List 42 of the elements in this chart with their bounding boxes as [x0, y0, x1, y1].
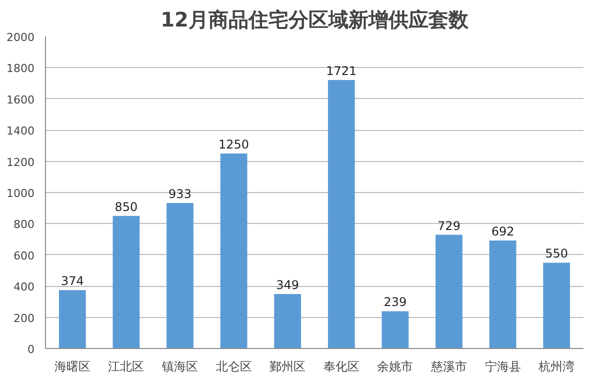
- x-tick-label: 海曙区: [54, 360, 90, 374]
- x-tick-label: 镇海区: [161, 360, 198, 374]
- y-tick-label: 600: [14, 249, 35, 262]
- bar: [436, 234, 462, 348]
- bar: [328, 80, 355, 348]
- bar: [274, 294, 302, 348]
- data-label: 933: [168, 186, 192, 201]
- x-tick-label: 鄞州区: [270, 360, 306, 374]
- y-tick-label: 1200: [6, 156, 35, 169]
- bar: [382, 311, 409, 348]
- x-tick-label: 江北区: [108, 360, 144, 374]
- y-tick-label: 400: [14, 280, 35, 294]
- data-label: 349: [276, 278, 300, 292]
- data-label: 550: [545, 246, 568, 261]
- x-tick-label: 杭州湾: [538, 360, 575, 374]
- x-tick-label: 奉化区: [323, 360, 360, 374]
- bar: [112, 216, 140, 348]
- chart-title: 12月商品住宅分区域新增供应套数: [160, 8, 470, 32]
- data-label: 374: [60, 274, 84, 288]
- data-label: 729: [438, 218, 460, 233]
- x-tick-label: 北仑区: [216, 360, 252, 374]
- x-tick-label: 宁海县: [484, 360, 521, 374]
- y-tick-label: 2000: [6, 31, 35, 44]
- data-label: 850: [114, 200, 138, 214]
- bar: [166, 202, 194, 348]
- bar: [543, 262, 570, 348]
- y-tick-label: 200: [14, 312, 35, 325]
- data-label: 1250: [218, 138, 250, 152]
- y-tick-label: 1400: [6, 124, 35, 138]
- bar: [58, 290, 86, 348]
- data-label: 1721: [326, 64, 357, 78]
- bar: [489, 240, 516, 348]
- y-tick-label: 0: [28, 343, 34, 356]
- y-tick-label: 1800: [6, 62, 35, 76]
- y-tick-label: 1000: [6, 187, 35, 200]
- x-tick-label: 余姚市: [377, 360, 414, 374]
- bar: [220, 154, 248, 348]
- y-tick-label: 800: [14, 218, 35, 232]
- x-tick-label: 慈溪市: [430, 360, 467, 374]
- y-tick-label: 1600: [6, 93, 35, 106]
- data-label: 239: [384, 295, 407, 310]
- data-label: 692: [491, 224, 514, 239]
